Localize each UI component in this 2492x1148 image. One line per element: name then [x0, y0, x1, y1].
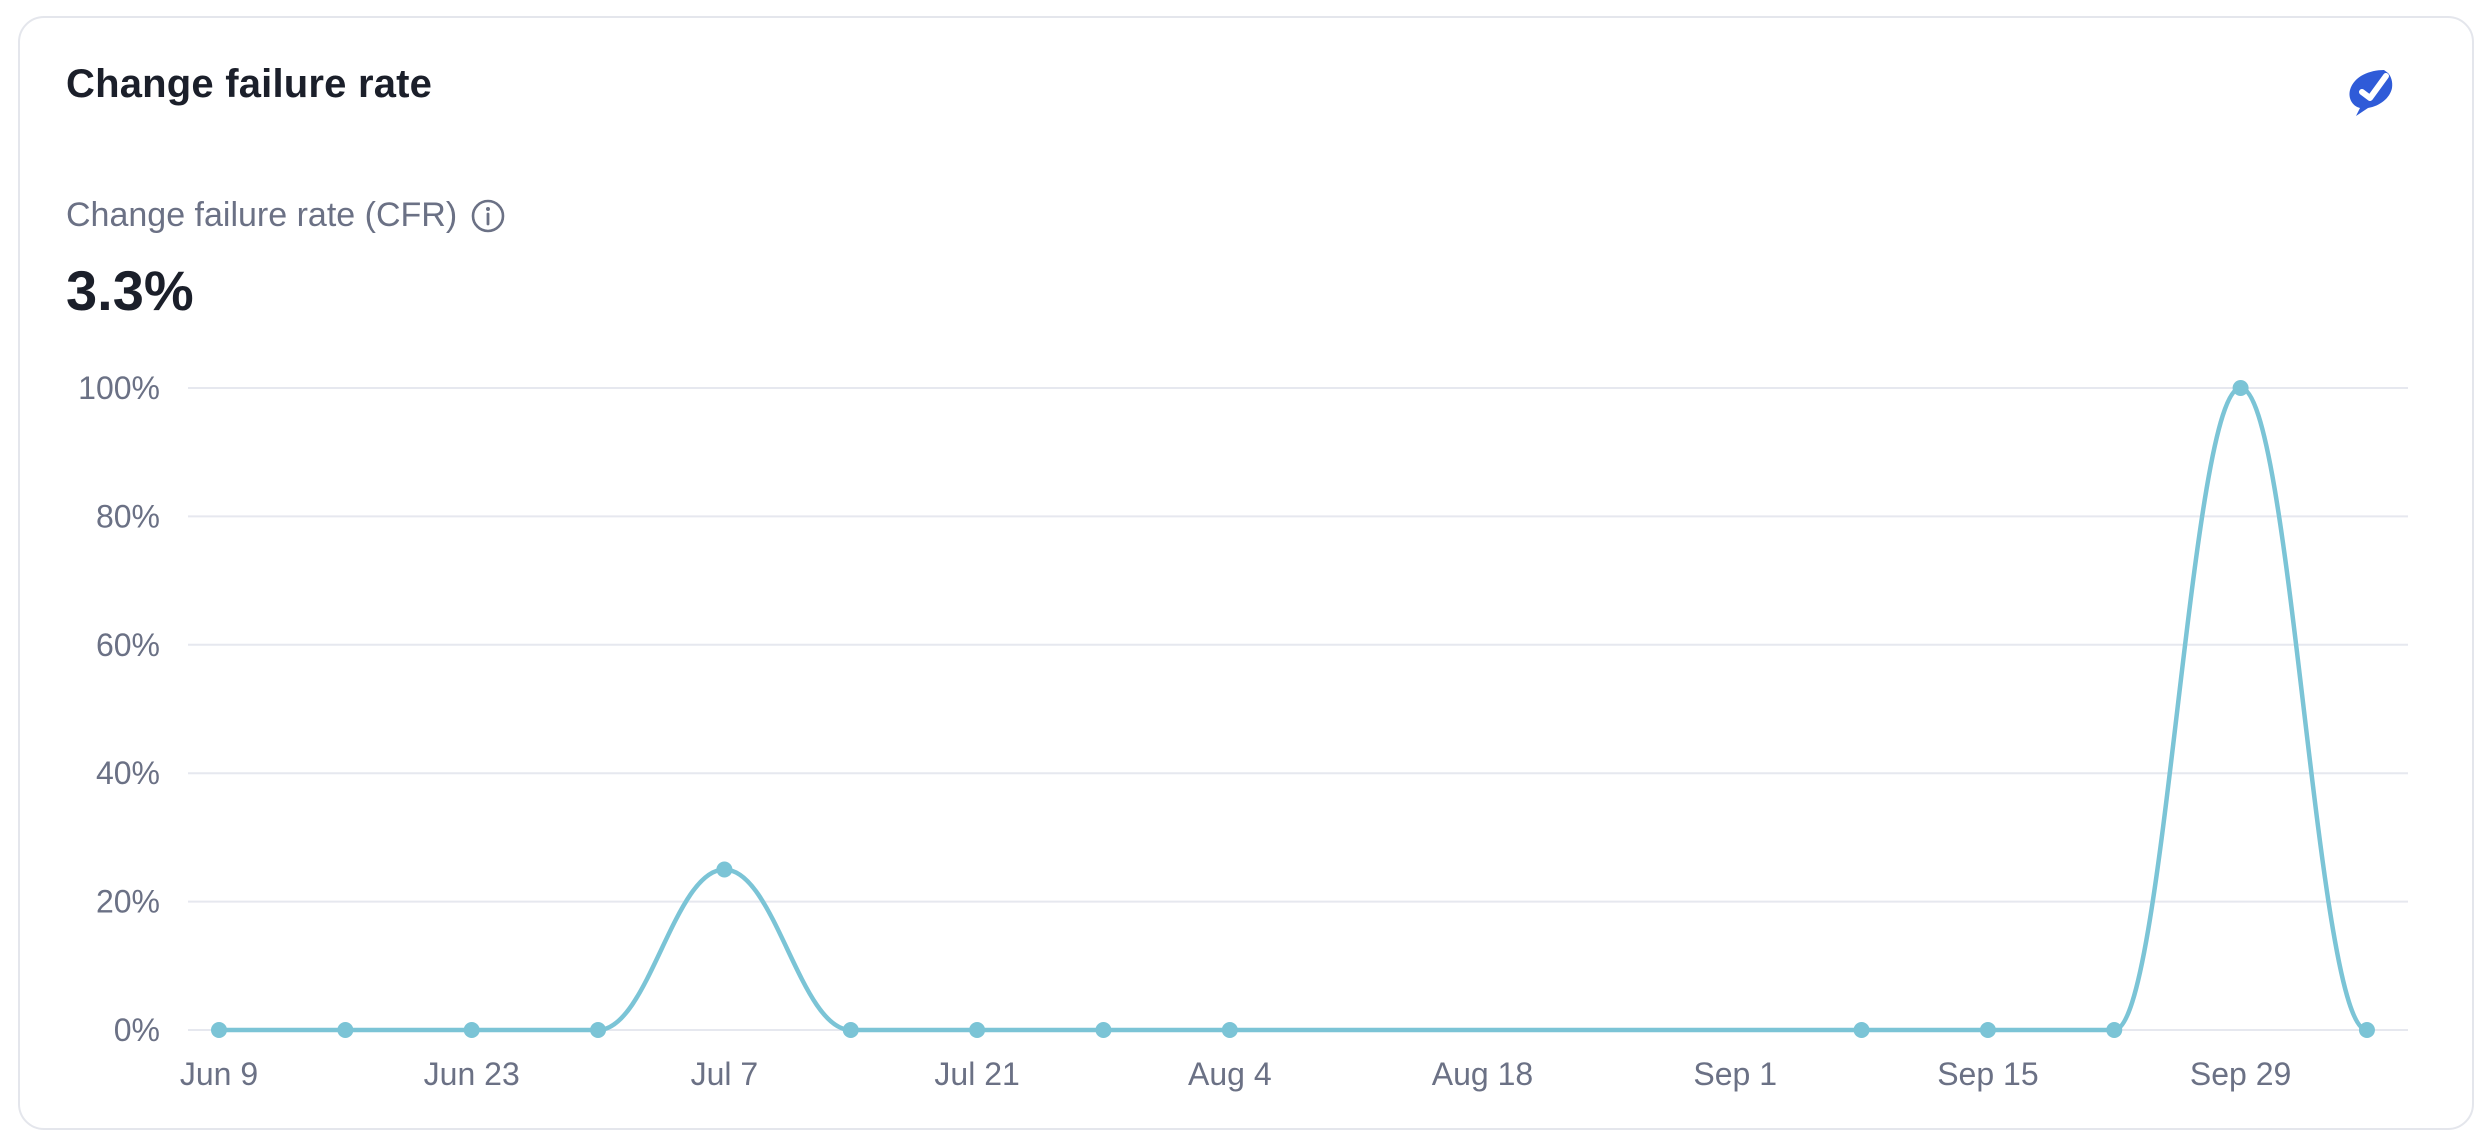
- data-point[interactable]: [1095, 1022, 1112, 1038]
- data-point[interactable]: [211, 1022, 227, 1038]
- y-tick-label: 100%: [78, 370, 160, 406]
- y-tick-label: 0%: [114, 1012, 160, 1048]
- data-point[interactable]: [969, 1022, 986, 1038]
- data-point[interactable]: [2232, 380, 2249, 396]
- data-point[interactable]: [716, 861, 733, 878]
- x-tick-label: Aug 18: [1432, 1056, 1533, 1092]
- x-axis-ticks: Jun 9 Jun 23 Jul 7 Jul 21 Aug 4 Aug 18 Sep 1 Se…: [180, 1056, 2291, 1092]
- chart-card: [18, 16, 2474, 1130]
- y-tick-label: 60%: [96, 627, 160, 663]
- y-axis-ticks: 0% 20% 40% 60% 80% 100%: [78, 370, 160, 1048]
- data-point[interactable]: [337, 1022, 354, 1038]
- x-tick-label: Jun 9: [180, 1056, 258, 1092]
- x-tick-label: Jul 21: [934, 1056, 1019, 1092]
- metric-label-row: Change failure rate (CFR): [66, 196, 507, 235]
- x-tick-label: Jul 7: [691, 1056, 759, 1092]
- data-point[interactable]: [2106, 1022, 2123, 1038]
- x-tick-label: Sep 15: [1937, 1056, 2038, 1092]
- metric-label: Change failure rate (CFR): [66, 196, 458, 234]
- y-tick-label: 40%: [96, 755, 160, 791]
- grid-lines: [188, 387, 2408, 1031]
- x-tick-label: Jun 23: [424, 1056, 520, 1092]
- metric-value: 3.3%: [66, 259, 194, 322]
- info-icon[interactable]: [469, 197, 507, 235]
- data-point[interactable]: [1221, 1022, 1238, 1038]
- card-title: Change failure rate: [66, 62, 433, 106]
- series-line: [216, 385, 2370, 1033]
- y-tick-label: 80%: [96, 498, 160, 534]
- data-point[interactable]: [463, 1022, 480, 1038]
- data-point[interactable]: [590, 1022, 607, 1038]
- x-tick-label: Sep 29: [2190, 1056, 2291, 1092]
- y-tick-label: 20%: [96, 884, 160, 920]
- data-point[interactable]: [2358, 1022, 2375, 1038]
- brand-logo-icon[interactable]: [2340, 62, 2400, 122]
- x-tick-label: Aug 4: [1188, 1056, 1272, 1092]
- x-tick-label: Sep 1: [1693, 1056, 1777, 1092]
- data-point[interactable]: [842, 1022, 859, 1038]
- data-point[interactable]: [1979, 1022, 1996, 1038]
- data-point[interactable]: [1853, 1022, 1870, 1038]
- data-points: [211, 380, 2375, 1038]
